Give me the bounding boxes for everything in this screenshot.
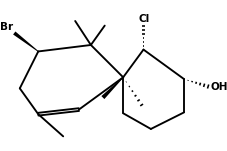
Text: Br: Br [0, 22, 13, 32]
Text: Cl: Cl [139, 14, 150, 24]
Text: OH: OH [211, 82, 227, 92]
Polygon shape [13, 32, 39, 52]
Polygon shape [101, 77, 123, 99]
